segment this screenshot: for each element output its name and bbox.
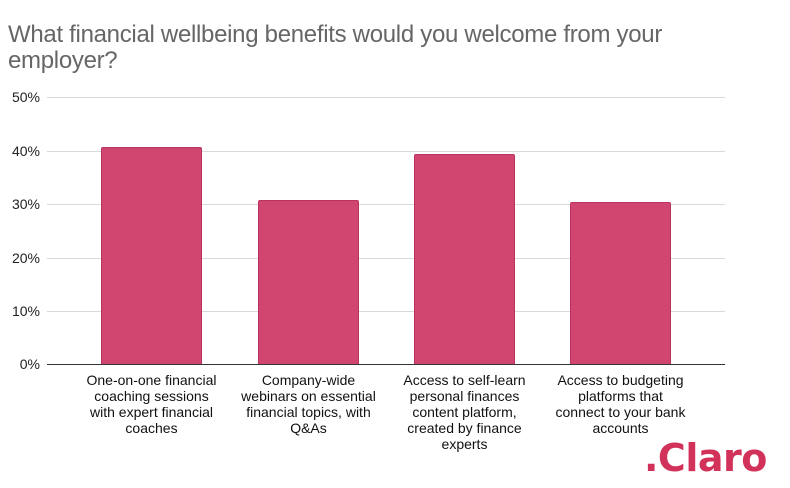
y-tick: 40% xyxy=(11,143,40,159)
x-tick-label: Access to self-learn personal finances con… xyxy=(403,372,526,452)
x-tick-label: Company-wide webinars on essential financi… xyxy=(241,372,376,436)
gridline-50 xyxy=(47,97,725,98)
bar xyxy=(414,154,515,364)
y-tick: 50% xyxy=(11,89,40,105)
gridline-30 xyxy=(47,204,725,205)
bar xyxy=(258,200,359,364)
y-tick: 20% xyxy=(11,250,40,266)
y-tick: 10% xyxy=(11,303,40,319)
gridline-40 xyxy=(47,151,725,152)
bar xyxy=(570,202,671,364)
y-tick: 0% xyxy=(19,356,40,372)
x-axis-line xyxy=(47,364,725,365)
y-tick: 30% xyxy=(11,196,40,212)
claro-logo: .Claro xyxy=(644,436,767,480)
x-tick-label: Access to budgeting platforms that connect… xyxy=(555,372,686,436)
bar xyxy=(101,147,202,364)
gridline-10 xyxy=(47,311,725,312)
x-tick-label: One-on-one financial coaching sessions wit… xyxy=(86,372,217,436)
gridline-20 xyxy=(47,258,725,259)
chart-title: What financial wellbeing benefits would … xyxy=(8,21,663,74)
